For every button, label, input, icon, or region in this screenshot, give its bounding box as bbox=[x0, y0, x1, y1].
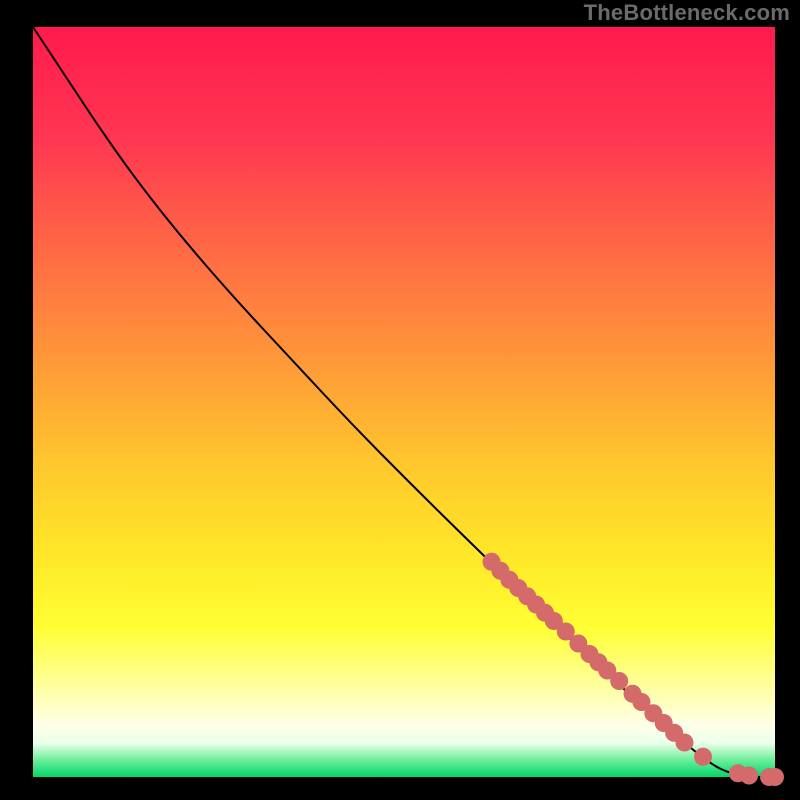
data-marker bbox=[610, 672, 628, 690]
data-marker bbox=[675, 734, 693, 752]
chart-svg bbox=[0, 0, 800, 800]
data-marker bbox=[766, 768, 784, 786]
data-marker bbox=[740, 767, 758, 785]
data-marker bbox=[694, 748, 712, 766]
chart-stage: TheBottleneck.com bbox=[0, 0, 800, 800]
plot-background bbox=[33, 27, 775, 777]
watermark-text: TheBottleneck.com bbox=[584, 0, 790, 26]
